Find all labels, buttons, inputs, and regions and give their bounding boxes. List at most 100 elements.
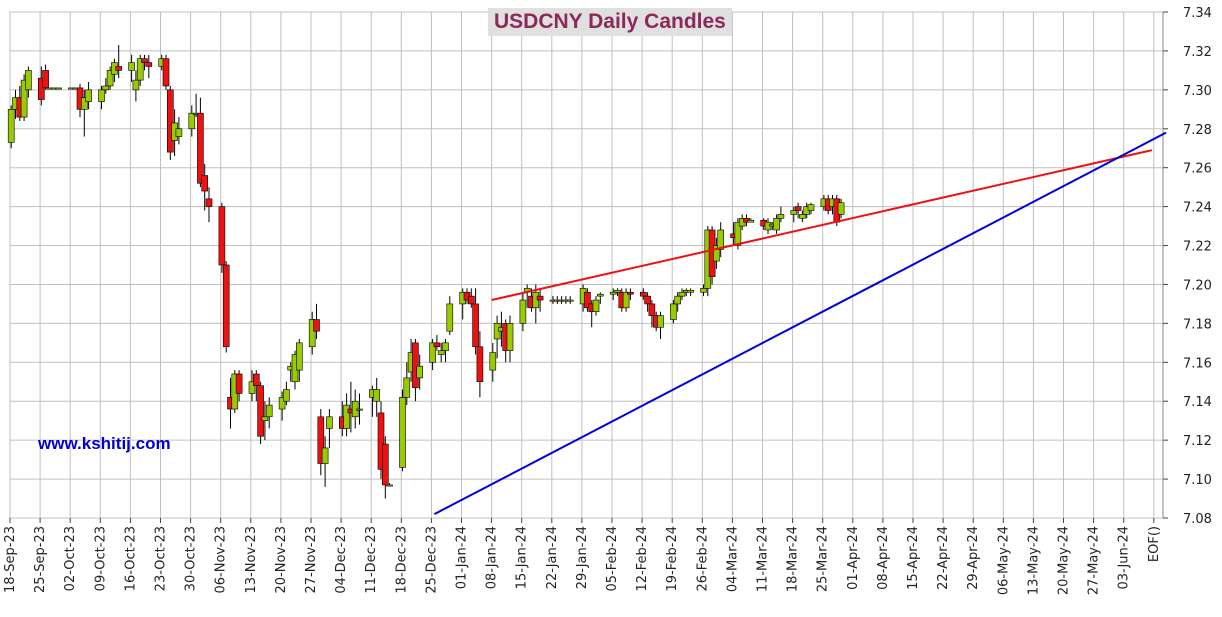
candle-up xyxy=(657,315,664,328)
candle-up xyxy=(622,291,630,309)
candle-down xyxy=(253,373,260,386)
candle-up xyxy=(20,79,28,118)
x-tick-label: 22-Apr-24 xyxy=(936,526,951,590)
candle-up xyxy=(175,128,183,137)
x-tick-label: 11-Dec-23 xyxy=(364,526,379,594)
x-tick-label: 02-Oct-23 xyxy=(63,526,78,591)
candle-up xyxy=(356,408,363,411)
y-tick-label: 7.24 xyxy=(1183,201,1212,216)
candle-down xyxy=(145,62,153,67)
candle-down xyxy=(115,66,122,71)
candle-up xyxy=(790,210,798,215)
candle-up xyxy=(7,109,15,143)
y-tick-label: 7.22 xyxy=(1183,240,1212,255)
candle-down xyxy=(37,77,45,100)
x-tick-label: 25-Dec-23 xyxy=(424,526,439,594)
chart-title: USDCNY Daily Candles xyxy=(488,8,732,36)
candle-up xyxy=(188,112,196,130)
x-tick-label: 15-Apr-24 xyxy=(906,526,921,590)
candle-down xyxy=(476,346,484,383)
x-tick-label: 19-Feb-24 xyxy=(665,526,680,591)
candle-down xyxy=(472,303,479,348)
x-tick-label: 18-Dec-23 xyxy=(394,526,409,594)
y-tick-label: 7.10 xyxy=(1183,473,1212,488)
candle-up xyxy=(386,484,393,487)
candle-down xyxy=(42,70,49,89)
x-tick-label: 27-Nov-23 xyxy=(304,526,319,594)
candle-down xyxy=(197,112,204,184)
candle-up xyxy=(734,221,742,246)
candle-down xyxy=(257,385,264,437)
x-tick-label: 08-Jan-24 xyxy=(485,526,500,589)
x-tick-label: 29-Jan-24 xyxy=(575,526,590,589)
x-tick-label: 16-Oct-23 xyxy=(123,526,138,591)
candle-up xyxy=(321,447,329,464)
candle-up xyxy=(446,303,454,332)
grid xyxy=(9,11,1164,519)
candle-up xyxy=(442,342,449,351)
x-tick-label: 04-Dec-23 xyxy=(334,526,349,594)
candle-up xyxy=(592,299,600,313)
candle-up xyxy=(106,70,114,87)
candle-down xyxy=(313,319,320,332)
y-tick-label: 7.12 xyxy=(1183,434,1212,449)
candle-down xyxy=(218,206,226,266)
candle-up xyxy=(429,342,436,363)
x-tick-label: 12-Feb-24 xyxy=(635,526,650,591)
y-tick-label: 7.16 xyxy=(1183,356,1212,371)
watermark-text: www.kshitij.com xyxy=(38,434,171,453)
candle-down xyxy=(235,373,243,394)
candle-up xyxy=(248,381,256,394)
x-tick-label: 30-Oct-23 xyxy=(184,526,199,591)
plot-area xyxy=(9,11,1164,519)
candle-up xyxy=(700,288,707,293)
candle-down xyxy=(584,291,591,309)
y-tick-label: 7.14 xyxy=(1183,395,1212,410)
candle-down xyxy=(141,58,148,63)
candle-up xyxy=(136,58,144,81)
x-tick-label: 20-May-24 xyxy=(1057,526,1072,595)
y-tick-label: 7.28 xyxy=(1183,123,1212,138)
support-trendline xyxy=(433,131,1167,515)
x-tick-label: 01-Jan-24 xyxy=(455,526,470,589)
candle-up xyxy=(81,97,88,110)
candle-up xyxy=(670,303,677,320)
y-tick-label: 7.26 xyxy=(1183,162,1212,177)
x-tick-label: 04-Mar-24 xyxy=(725,526,740,592)
candle-up xyxy=(678,291,686,297)
candle-up xyxy=(519,299,527,324)
x-tick-label: 11-Mar-24 xyxy=(756,526,771,592)
candle-down xyxy=(627,291,634,295)
x-tick-label: 25-Sep-23 xyxy=(33,526,48,593)
candle-up xyxy=(687,289,694,293)
y-tick-label: 7.34 xyxy=(1183,6,1212,21)
x-tick-label: 09-Oct-23 xyxy=(93,526,108,591)
x-tick-label: 06-Nov-23 xyxy=(214,526,229,594)
candle-up xyxy=(132,79,140,91)
x-tick-label: 29-Apr-24 xyxy=(966,526,981,590)
candle-up xyxy=(807,204,815,211)
candle-up xyxy=(98,89,105,102)
x-tick-label: 25-Mar-24 xyxy=(816,526,831,592)
candle-up xyxy=(596,293,604,297)
candle-down xyxy=(162,58,170,87)
x-tick-label: 18-Mar-24 xyxy=(786,526,801,592)
candle-down xyxy=(536,295,544,301)
x-tick-label: 20-Nov-23 xyxy=(274,526,289,594)
candle-down xyxy=(381,443,389,486)
candle-up xyxy=(777,214,785,219)
candle-up xyxy=(773,217,780,231)
y-tick-label: 7.30 xyxy=(1183,84,1212,99)
candle-up xyxy=(614,289,621,293)
x-tick-label: 26-Feb-24 xyxy=(695,526,710,591)
candle-down xyxy=(317,416,325,464)
candle-up xyxy=(837,202,845,215)
x-tick-label: 27-May-24 xyxy=(1087,526,1102,595)
x-tick-label: 03-Jun-24 xyxy=(1117,526,1132,590)
candle-up xyxy=(416,365,424,379)
x-tick-label: 13-Nov-23 xyxy=(244,526,259,594)
candle-down xyxy=(467,295,475,305)
candle-up xyxy=(506,323,514,351)
candle-up xyxy=(55,87,62,90)
